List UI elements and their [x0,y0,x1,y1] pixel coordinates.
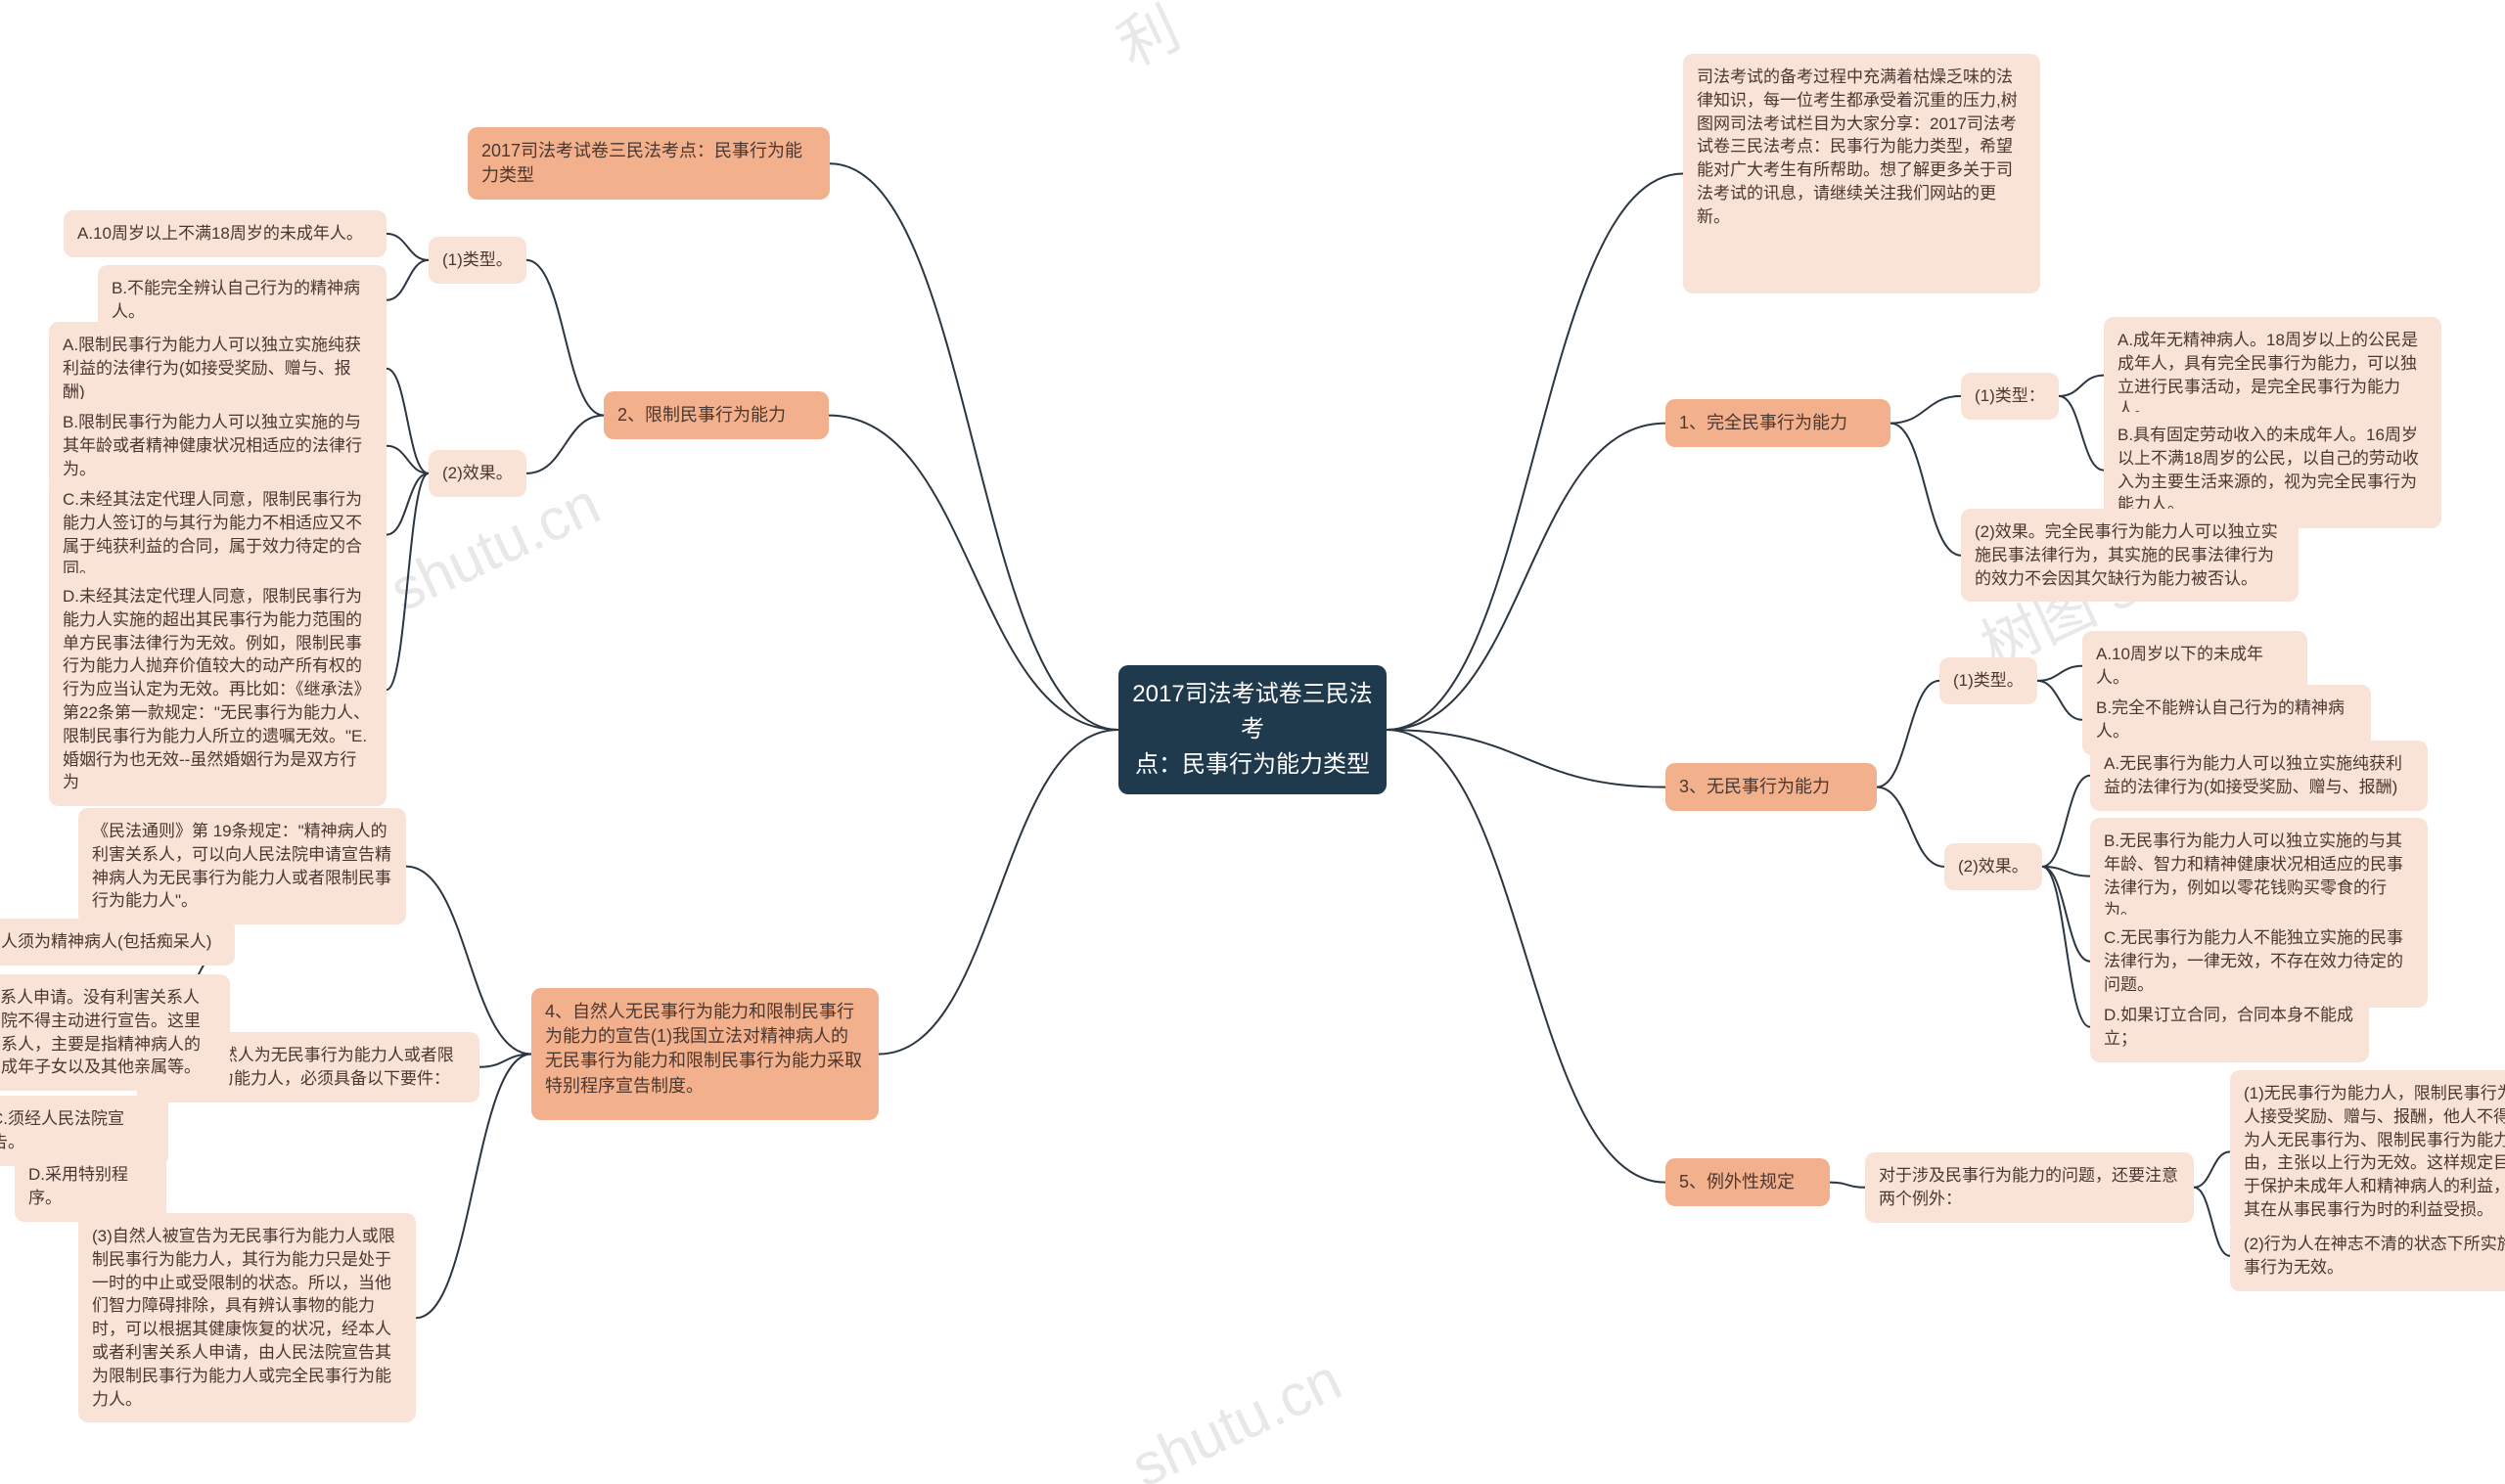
node-s1: 1、完全民事行为能力 [1665,399,1890,447]
edge [1877,787,1944,867]
edge [2037,666,2082,681]
node-intro: 司法考试的备考过程中充满着枯燥乏味的法律知识，每一位考生都承受着沉重的压力,树图… [1683,54,2040,293]
edge [1877,681,1939,787]
edge [1830,1183,1865,1188]
edge [526,416,604,473]
node-s2: 2、限制民事行为能力 [604,391,829,439]
edge [406,867,531,1055]
node-s4_p2_a: A.被宣告人须为精神病人(包括痴呆人) [0,919,235,966]
node-s4_p2_b: B.须经利害关系人申请。没有利害关系人申请，人民法院不得主动进行宣告。这里所说的… [0,974,230,1091]
node-s2_t2_d: D.未经其法定代理人同意，限制民事行为能力人实施的超出其民事行为能力范围的单方民… [49,573,387,806]
node-left_title: 2017司法考试卷三民法考点：民事行为能力类型 [468,127,830,200]
node-s3_t2_d: D.如果订立合同，合同本身不能成立； [2090,992,2369,1062]
edge [2059,396,2104,471]
edge [2194,1188,2230,1256]
edge [1387,174,1683,731]
node-s1_t2: (2)效果。完全民事行为能力人可以独立实施民事法律行为，其实施的民事法律行为的效… [1961,509,2299,602]
edge [879,730,1118,1055]
edge [1890,396,1961,424]
edge [830,163,1118,730]
edge [387,260,429,300]
node-s1_t1: (1)类型： [1961,373,2059,420]
node-s2_t1: (1)类型。 [429,237,526,284]
edge [2042,867,2090,1027]
edge [1387,424,1665,730]
node-s4: 4、自然人无民事行为能力和限制民事行为能力的宣告(1)我国立法对精神病人的无民事… [531,988,879,1120]
node-s4_p3: (3)自然人被宣告为无民事行为能力人或限制民事行为能力人，其行为能力只是处于一时… [78,1213,416,1422]
edge [2059,376,2104,396]
node-center: 2017司法考试卷三民法考 点：民事行为能力类型 [1118,665,1387,794]
edge [1387,730,1665,787]
node-s2_t1_a: A.10周岁以上不满18周岁的未成年人。 [64,210,387,257]
node-s5_p2: (2)行为人在神志不清的状态下所实施的民事行为无效。 [2230,1221,2505,1291]
node-s3_t1: (1)类型。 [1939,657,2037,704]
node-s3_t2_a: A.无民事行为能力人可以独立实施纯获利益的法律行为(如接受奖励、赠与、报酬) [2090,741,2428,811]
edge [2037,681,2082,720]
edge [2194,1151,2230,1187]
edge [1890,424,1961,556]
edge [387,234,429,260]
node-s4_p2_d: D.采用特别程序。 [15,1151,166,1222]
node-s4_p1: 《民法通则》第 19条规定："精神病人的利害关系人，可以向人民法院申请宣告精神病… [78,808,406,924]
edge [2042,776,2090,867]
edge [829,416,1118,730]
node-s5: 5、例外性规定 [1665,1158,1830,1206]
node-s3: 3、无民事行为能力 [1665,763,1877,811]
edge [1387,730,1665,1183]
node-s3_t2: (2)效果。 [1944,843,2042,890]
node-s5_p1: (1)无民事行为能力人，限制民事行为能力人接受奖励、赠与、报酬，他人不得以行为人… [2230,1070,2505,1234]
edge [387,369,429,473]
node-s2_t2: (2)效果。 [429,450,526,497]
edge [526,260,604,416]
node-s5_p: 对于涉及民事行为能力的问题，还要注意两个例外： [1865,1152,2194,1223]
